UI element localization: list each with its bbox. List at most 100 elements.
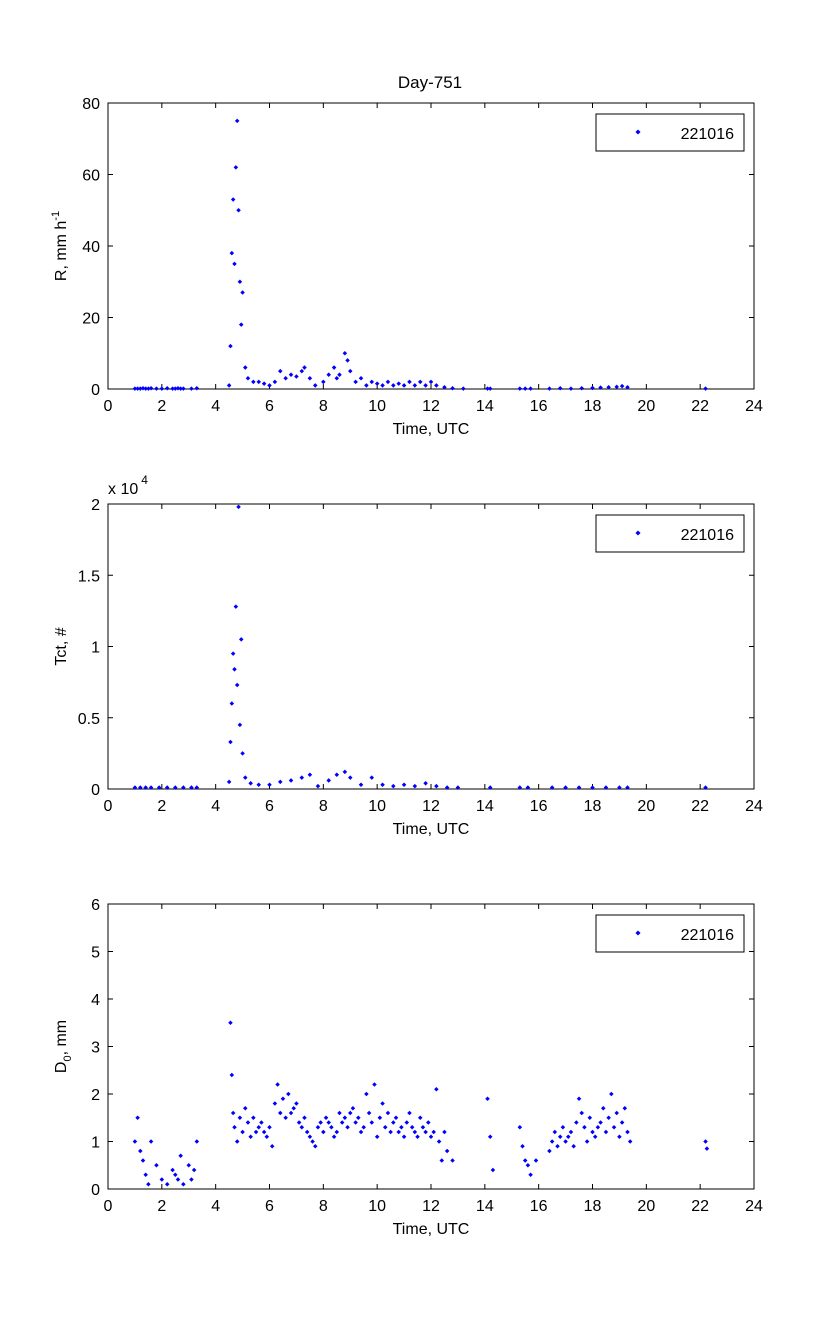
data-point	[563, 1139, 568, 1144]
data-point	[347, 1110, 353, 1116]
x-tick-label: 20	[637, 798, 655, 815]
x-tick-label: 22	[691, 1198, 709, 1215]
x-tick-label: 24	[745, 1198, 763, 1215]
data-point	[369, 775, 375, 780]
x-tick-label: 4	[211, 1198, 220, 1215]
x-tick-label: 16	[530, 398, 548, 415]
data-point	[369, 1120, 375, 1125]
legend-marker	[635, 530, 641, 536]
data-point	[703, 386, 708, 391]
data-point	[350, 1105, 356, 1111]
data-point	[450, 1158, 455, 1163]
data-point	[587, 1115, 593, 1121]
data-point	[181, 1181, 186, 1187]
data-point	[525, 1162, 531, 1168]
data-point	[358, 376, 364, 381]
data-point	[256, 1124, 261, 1130]
data-point	[428, 1134, 434, 1140]
data-point	[132, 1139, 138, 1144]
data-point	[611, 1124, 617, 1130]
data-point	[366, 1110, 372, 1116]
data-point	[342, 769, 348, 775]
x-tick-label: 2	[157, 798, 166, 815]
y-tick-label: 1.5	[78, 568, 100, 585]
data-point	[226, 779, 232, 785]
data-point	[194, 386, 200, 391]
data-point	[326, 372, 331, 377]
data-point	[533, 1158, 539, 1163]
data-point	[374, 1134, 380, 1140]
x-tick-label: 18	[584, 798, 602, 815]
data-point	[191, 1167, 197, 1173]
data-point	[299, 1124, 305, 1130]
data-point	[369, 379, 375, 385]
data-point	[234, 118, 240, 124]
data-point	[361, 1124, 366, 1130]
data-point	[233, 165, 239, 170]
data-point	[579, 386, 584, 391]
x-tick-label: 8	[319, 1198, 328, 1215]
data-point	[345, 1124, 350, 1130]
data-point	[412, 783, 418, 789]
x-tick-label: 18	[584, 398, 602, 415]
data-point	[528, 386, 533, 391]
data-point	[288, 778, 294, 783]
y-axis-label: Tct, #	[53, 627, 70, 665]
data-point	[159, 1177, 165, 1182]
x-tick-label: 6	[265, 1198, 274, 1215]
data-point	[401, 1134, 407, 1140]
data-point	[230, 197, 236, 202]
data-point	[278, 368, 283, 374]
data-point	[614, 384, 619, 390]
data-point	[396, 381, 401, 386]
data-point	[146, 1181, 151, 1187]
data-point	[560, 1124, 566, 1130]
data-point	[310, 1139, 315, 1144]
x-tick-label: 20	[637, 1198, 655, 1215]
data-point	[229, 701, 235, 706]
data-point	[232, 667, 237, 672]
data-point	[148, 386, 154, 391]
data-point	[520, 1143, 525, 1149]
data-point	[228, 343, 233, 349]
data-point	[164, 1181, 170, 1187]
y-exponent-power: 4	[141, 473, 148, 487]
x-tick-label: 24	[745, 398, 763, 415]
data-point	[245, 1120, 251, 1125]
data-point	[417, 379, 423, 385]
data-point	[312, 383, 318, 388]
data-point	[175, 386, 181, 391]
data-point	[307, 772, 313, 778]
y-tick-label: 2	[91, 497, 100, 514]
data-point	[377, 1115, 383, 1121]
legend-label: 221016	[681, 927, 734, 944]
data-point	[703, 1139, 708, 1144]
data-point	[412, 1129, 418, 1135]
data-point	[436, 1139, 442, 1144]
data-point	[304, 1129, 310, 1135]
data-point	[229, 250, 235, 256]
data-point	[461, 386, 466, 391]
data-point	[173, 386, 178, 391]
data-point	[173, 1172, 178, 1178]
data-point	[388, 1129, 393, 1135]
data-point	[132, 386, 138, 391]
data-point	[490, 1167, 496, 1173]
data-point	[146, 386, 151, 391]
data-point	[431, 1129, 436, 1135]
data-point	[283, 376, 288, 381]
x-tick-label: 18	[584, 1198, 602, 1215]
y-axis-label: D0, mm	[53, 1020, 74, 1073]
data-point	[251, 1115, 256, 1121]
data-point	[243, 365, 248, 370]
data-point	[334, 1129, 340, 1135]
data-point	[374, 381, 380, 386]
data-point	[485, 1096, 490, 1102]
data-point	[358, 782, 364, 787]
data-point	[291, 1105, 296, 1111]
x-axis-label: Time, UTC	[393, 1221, 470, 1238]
data-point	[280, 1096, 286, 1102]
data-point	[275, 1082, 280, 1087]
